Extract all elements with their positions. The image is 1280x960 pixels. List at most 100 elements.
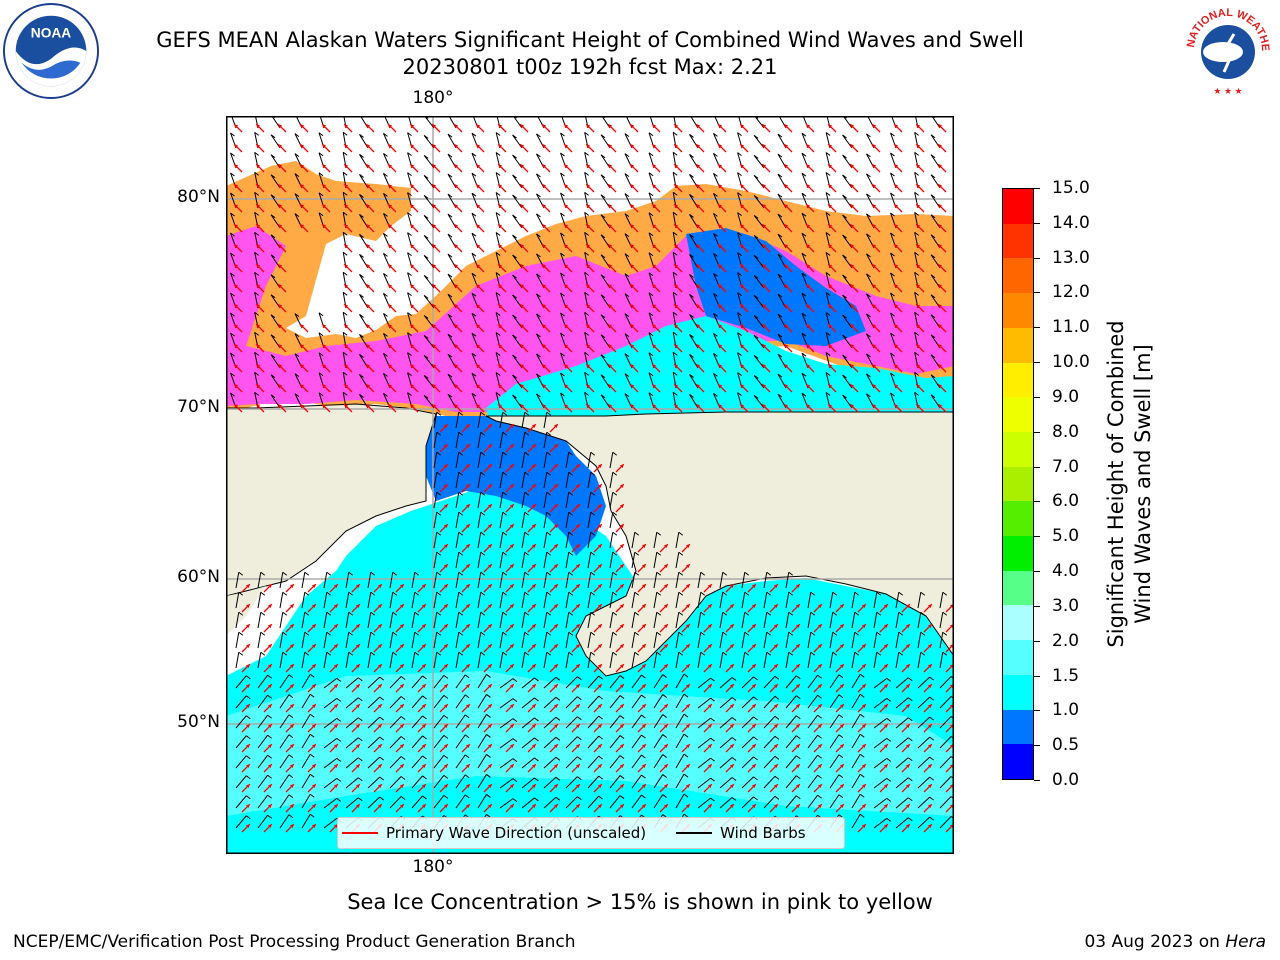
wind-barb <box>719 652 724 669</box>
wind-barb <box>719 572 724 589</box>
wind-barb-flag <box>753 314 759 319</box>
wave-arrowhead <box>652 244 657 249</box>
wave-arrowhead <box>542 384 547 389</box>
wind-barb-flag <box>584 151 589 156</box>
wave-arrowhead <box>388 204 393 209</box>
wind-barb-flag <box>436 431 442 436</box>
wind-barb <box>697 737 711 749</box>
wave-arrowhead <box>531 724 536 729</box>
wind-barb-flag <box>568 491 574 496</box>
wind-barb-flag <box>524 571 530 576</box>
wave-arrowhead <box>729 584 734 589</box>
wave-arrowhead <box>674 284 679 289</box>
wind-barb-flag <box>731 777 737 781</box>
wind-barb <box>930 214 941 229</box>
wave-arrowhead <box>916 244 921 249</box>
wind-barb <box>939 716 952 729</box>
wind-barb-flag <box>270 254 276 259</box>
wave-arrowhead <box>718 184 723 189</box>
wave-arrowhead <box>487 464 492 469</box>
wave-arrowhead <box>487 664 492 669</box>
wave-arrowhead <box>432 344 437 349</box>
wind-barb-flag <box>458 411 464 416</box>
colorbar-tick-mark <box>1034 222 1040 224</box>
wind-barb-flag <box>619 695 625 699</box>
wave-arrowhead <box>619 504 624 509</box>
wind-barb-flag <box>370 651 376 656</box>
wind-barb <box>741 736 754 749</box>
wave-arrowhead <box>773 724 778 729</box>
wind-barb <box>763 632 768 649</box>
wave-arrowhead <box>289 784 294 789</box>
wave-arrowhead <box>432 184 437 189</box>
wind-barb <box>895 652 900 669</box>
wind-barb <box>895 777 909 789</box>
wave-arrowhead <box>795 724 800 729</box>
wind-barb-flag <box>267 694 272 699</box>
wind-barb-flag <box>766 591 772 596</box>
wind-barb <box>587 675 600 689</box>
wave-arrowhead <box>795 644 800 649</box>
wind-barb <box>697 677 711 689</box>
wind-barb <box>609 512 614 529</box>
wave-arrowhead <box>344 364 349 369</box>
wind-barb-flag <box>842 234 847 239</box>
wave-arrowhead <box>432 164 437 169</box>
wave-arrowhead <box>245 804 250 809</box>
wind-barb-flag <box>423 274 429 279</box>
wind-barb-flag <box>495 232 501 236</box>
colorbar-bin <box>1003 466 1033 502</box>
wave-arrowhead <box>894 364 899 369</box>
wind-barb-flag <box>689 174 694 178</box>
wind-barb <box>389 592 394 609</box>
wave-arrowhead <box>685 684 690 689</box>
wind-barb-flag <box>713 192 718 197</box>
wind-barb-flag <box>662 774 668 778</box>
wind-barb-flag <box>577 776 582 781</box>
wind-barb-flag <box>495 152 501 156</box>
wind-barb-flag <box>929 676 935 681</box>
wind-barb-flag <box>495 352 501 356</box>
wind-barb-flag <box>230 332 235 337</box>
wind-barb <box>455 512 460 529</box>
wind-barb <box>499 512 504 529</box>
wind-barb-flag <box>753 214 759 219</box>
wave-arrowhead <box>663 684 668 689</box>
wind-barb-flag <box>914 391 919 396</box>
wave-arrowhead <box>377 744 382 749</box>
wind-barb-flag <box>238 591 244 596</box>
wave-arrowhead <box>597 604 602 609</box>
wave-arrowhead <box>487 484 492 489</box>
wind-barb <box>741 652 746 669</box>
wave-arrowhead <box>883 744 888 749</box>
wind-barb-flag <box>546 591 552 596</box>
wave-arrowhead <box>531 764 536 769</box>
wave-arrowhead <box>498 204 503 209</box>
wind-barb-flag <box>656 631 662 636</box>
wind-barb <box>477 452 482 469</box>
wind-barb <box>587 552 592 569</box>
wind-barb <box>367 572 372 589</box>
wind-barb-flag <box>774 735 780 740</box>
wind-barb-flag <box>480 591 486 596</box>
wave-arrowhead <box>938 124 943 129</box>
wave-arrowhead <box>817 764 822 769</box>
wave-arrowhead <box>674 164 679 169</box>
wave-arrowhead <box>586 384 591 389</box>
colorbar-tick-label: 4.0 <box>1052 561 1080 582</box>
wave-arrowhead <box>234 264 239 269</box>
wave-arrowhead <box>828 244 833 249</box>
wind-barb <box>873 817 888 829</box>
wave-arrowhead <box>905 664 910 669</box>
wave-arrowhead <box>531 744 536 749</box>
wave-arrowhead <box>740 164 745 169</box>
wind-barb <box>279 652 284 669</box>
wave-arrowhead <box>740 384 745 389</box>
wave-arrowhead <box>696 364 701 369</box>
wave-arrowhead <box>542 324 547 329</box>
wave-arrowhead <box>256 164 261 169</box>
wind-barb-flag <box>842 194 847 199</box>
wave-arrowhead <box>641 744 646 749</box>
wind-barb-flag <box>737 352 742 357</box>
wave-arrowhead <box>498 404 503 409</box>
